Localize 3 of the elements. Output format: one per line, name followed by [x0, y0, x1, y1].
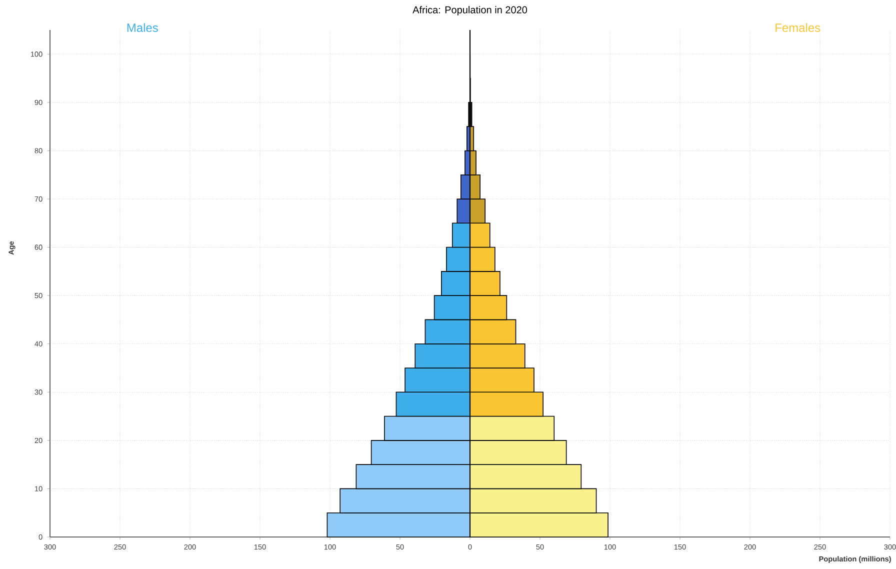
chart-title: Africa: Population in 2020 — [412, 6, 528, 16]
text: Females — [776, 23, 820, 32]
text: Males — [127, 23, 158, 32]
